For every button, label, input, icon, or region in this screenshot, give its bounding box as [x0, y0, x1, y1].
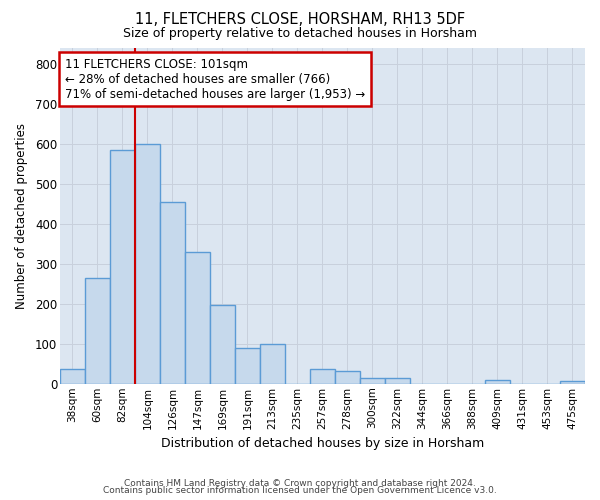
Bar: [135, 144, 160, 384]
Bar: [210, 305, 235, 384]
Bar: [560, 380, 585, 384]
Bar: [110, 150, 135, 384]
Bar: [185, 252, 210, 384]
Bar: [60, 368, 85, 384]
Text: Size of property relative to detached houses in Horsham: Size of property relative to detached ho…: [123, 28, 477, 40]
Bar: [385, 378, 410, 384]
Bar: [360, 378, 385, 384]
Bar: [310, 368, 335, 384]
Y-axis label: Number of detached properties: Number of detached properties: [15, 122, 28, 308]
Bar: [85, 278, 110, 384]
Text: Contains HM Land Registry data © Crown copyright and database right 2024.: Contains HM Land Registry data © Crown c…: [124, 478, 476, 488]
Bar: [485, 380, 510, 384]
Text: 11, FLETCHERS CLOSE, HORSHAM, RH13 5DF: 11, FLETCHERS CLOSE, HORSHAM, RH13 5DF: [135, 12, 465, 28]
Bar: [160, 202, 185, 384]
Text: 11 FLETCHERS CLOSE: 101sqm
← 28% of detached houses are smaller (766)
71% of sem: 11 FLETCHERS CLOSE: 101sqm ← 28% of deta…: [65, 58, 365, 100]
X-axis label: Distribution of detached houses by size in Horsham: Distribution of detached houses by size …: [161, 437, 484, 450]
Bar: [335, 371, 360, 384]
Bar: [235, 348, 260, 384]
Text: Contains public sector information licensed under the Open Government Licence v3: Contains public sector information licen…: [103, 486, 497, 495]
Bar: [260, 344, 285, 384]
